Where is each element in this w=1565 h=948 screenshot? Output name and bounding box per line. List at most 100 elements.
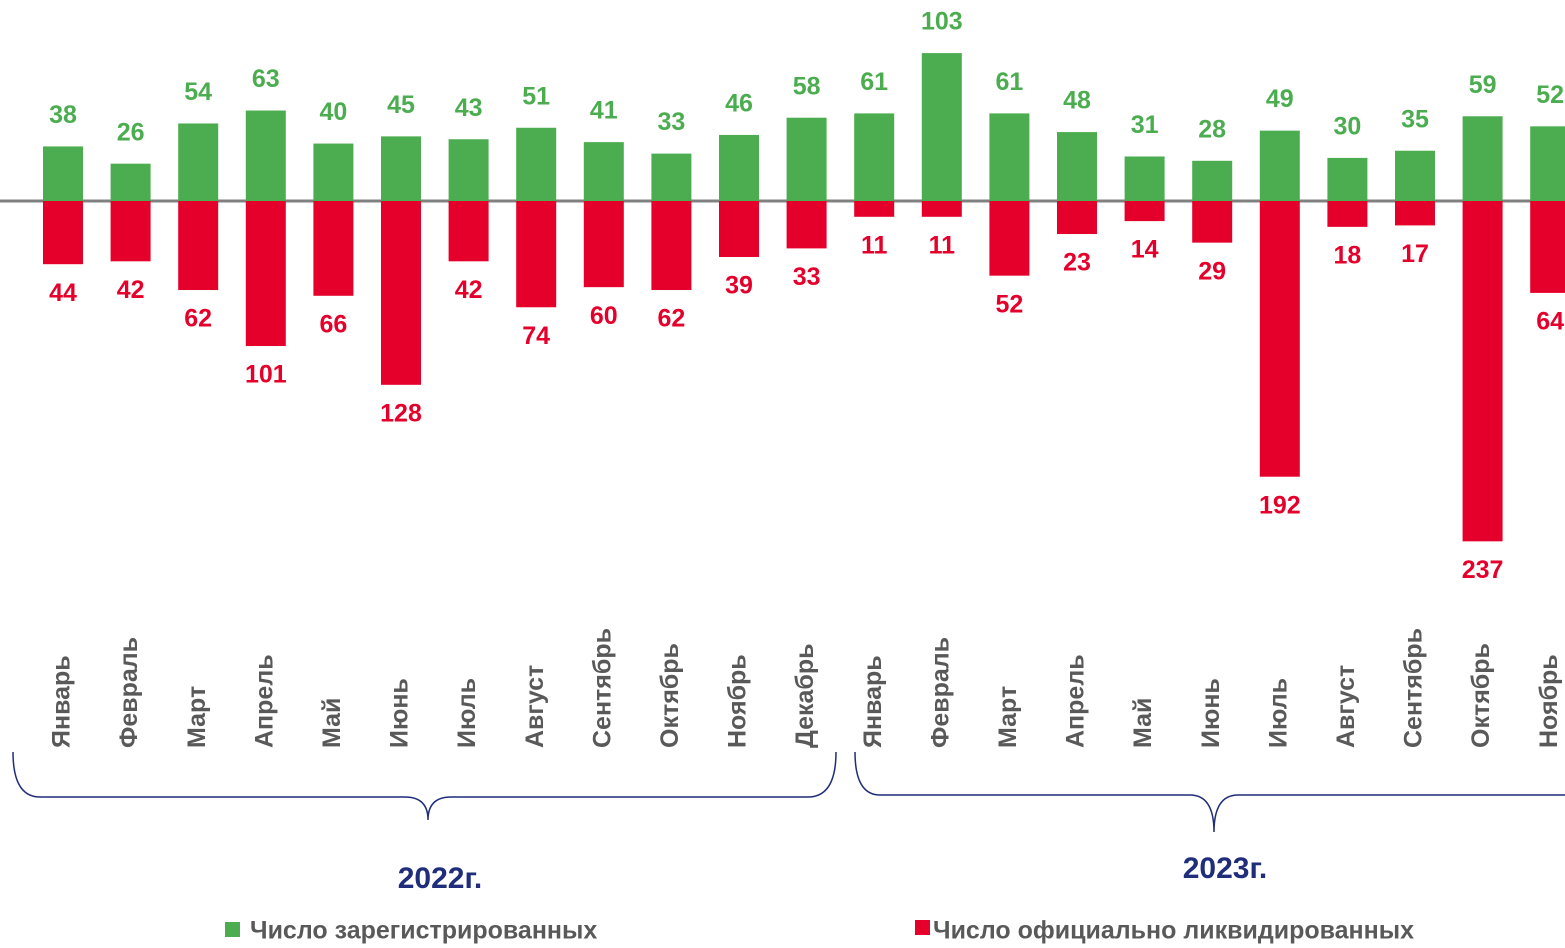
data-label: 41 [590,97,618,125]
bar [786,201,827,249]
data-label: 103 [921,8,963,36]
brace [854,751,1565,833]
data-label: 66 [319,310,347,338]
legend-swatch [915,920,930,935]
x-tick-label: Сентябрь [1400,628,1428,748]
data-label: 64 [1536,308,1564,336]
bar [448,201,489,262]
data-label: 29 [1198,257,1226,285]
data-label: 74 [522,322,550,350]
data-label: 23 [1063,249,1091,277]
bar [651,201,692,291]
bar [1395,150,1435,201]
bar [583,201,624,288]
bar [1192,201,1233,243]
bar [854,201,895,217]
data-label: 52 [1536,81,1564,109]
x-tick-label: Август [521,665,549,748]
x-tick-label: Июль [1264,678,1292,748]
bar [786,117,827,201]
group-label: 2023г. [1183,852,1268,885]
data-label: 192 [1259,491,1301,519]
bar [921,53,962,202]
data-label: 33 [657,108,685,136]
data-label: 35 [1401,105,1429,133]
bar [921,201,962,217]
data-label: 42 [455,276,483,304]
bar [1530,201,1565,293]
bar [313,143,354,201]
bar [516,201,557,308]
bar [381,136,421,201]
data-label: 11 [929,231,956,259]
x-tick-label: Декабрь [791,643,819,748]
data-label: 61 [860,68,888,96]
bar [516,127,557,201]
legend-label: Число зарегистрированных [250,917,597,945]
bar [178,123,219,201]
bar [245,110,286,201]
data-label: 40 [319,98,347,126]
x-tick-label: Май [1129,698,1157,748]
x-tick-label: Март [183,686,211,748]
x-tick-label: Август [1332,665,1360,748]
legend-label: Число официально ликвидированных [933,917,1414,945]
data-label: 33 [793,263,821,291]
data-label: 43 [455,94,483,122]
data-label: 61 [995,68,1023,96]
data-label: 39 [725,272,753,300]
x-tick-label: Февраль [115,637,143,748]
x-tick-label: Апрель [1062,654,1090,748]
data-label: 54 [184,78,212,106]
group-label: 2022г. [398,862,483,895]
bar [1327,157,1368,201]
data-label: 44 [49,279,77,307]
bar [1327,201,1368,227]
x-tick-label: Июнь [1197,678,1225,748]
data-label: 51 [522,82,550,110]
x-tick-label: Апрель [250,654,278,748]
bar [110,163,151,201]
data-label: 52 [995,290,1023,318]
x-tick-label: Октябрь [1467,643,1495,748]
data-label: 58 [793,72,821,100]
data-label: 28 [1198,115,1226,143]
bar [1462,116,1503,201]
data-label: 14 [1131,236,1159,264]
bar [110,201,151,262]
bar [1259,201,1300,477]
legend-swatch [225,922,240,937]
x-tick-label: Сентябрь [588,628,616,748]
bar [1057,201,1097,235]
x-tick-label: Май [318,698,346,748]
data-label: 128 [380,399,422,427]
bar [1124,156,1165,201]
x-tick-label: Октябрь [656,643,684,748]
data-label: 49 [1266,85,1294,113]
bar [381,201,421,385]
data-label: 48 [1063,87,1091,115]
bar [989,201,1030,276]
bar [448,139,489,201]
bar [583,142,624,201]
data-label: 38 [49,101,77,129]
data-label: 59 [1469,71,1497,99]
data-label: 11 [861,231,888,259]
data-label: 46 [725,90,753,118]
bar [1530,126,1565,201]
data-label: 26 [117,118,145,146]
bar [1124,201,1165,222]
bar [651,153,692,201]
brace [12,751,837,821]
x-tick-label: Февраль [926,637,954,748]
bar [1462,201,1503,542]
x-tick-label: Январь [48,655,76,748]
data-label: 62 [184,305,212,333]
data-label: 31 [1131,111,1159,139]
bar [854,113,895,201]
data-label: 101 [245,361,287,389]
x-tick-label: Ноябрь [724,654,752,748]
bar [1192,160,1233,201]
x-tick-label: Ноябрь [1535,654,1563,748]
